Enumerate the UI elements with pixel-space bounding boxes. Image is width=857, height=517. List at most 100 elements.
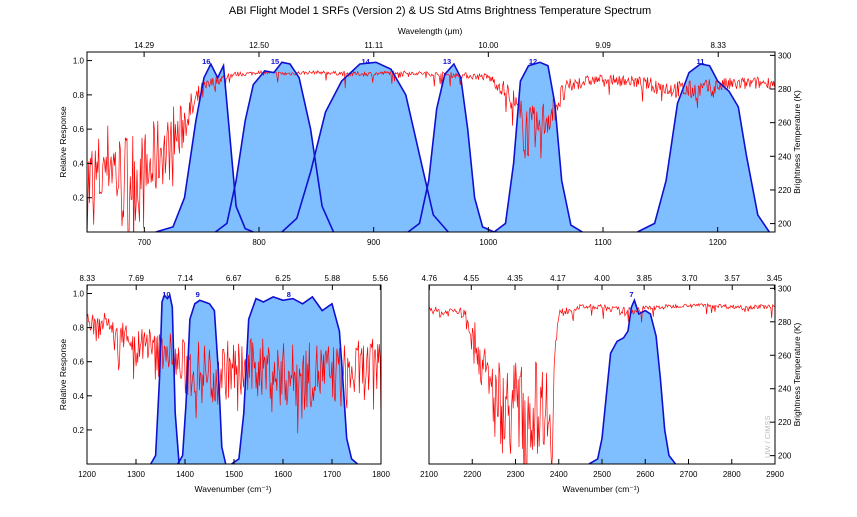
band-label-15: 15 bbox=[271, 57, 279, 66]
bottom-left-srf-panel: 10 9 8 1200 1300 1400 1500 1600 1700 1800 8.33 7.69… bbox=[58, 274, 390, 479]
top-tick-label: 7.14 bbox=[178, 274, 194, 283]
srf-line-band-14 bbox=[281, 61, 449, 232]
bottom-right-srf-panel: 7 2100 2200 2300 2400 2500 2600 2700 2800 2900 4.7… bbox=[420, 274, 802, 479]
band-label-14: 14 bbox=[361, 57, 370, 66]
brightness-temperature-spectrum bbox=[87, 312, 381, 434]
x-tick-label: 1600 bbox=[274, 470, 292, 479]
top-tick-label: 14.29 bbox=[134, 41, 155, 50]
plot-frame bbox=[86, 51, 776, 233]
top-tick-label: 4.76 bbox=[422, 274, 438, 283]
top-tick-label: 9.09 bbox=[595, 41, 611, 50]
top-tick-label: 4.00 bbox=[594, 274, 610, 283]
brightness-temperature-spectrum bbox=[87, 70, 775, 232]
top-tick-label: 4.55 bbox=[464, 274, 480, 283]
y-tick-label: 0.8 bbox=[73, 324, 85, 333]
y-tick-label: 0.2 bbox=[73, 426, 85, 435]
srf-line-band-9 bbox=[177, 299, 227, 464]
top-tick-label: 3.57 bbox=[724, 274, 740, 283]
y2-tick-label: 260 bbox=[778, 351, 792, 360]
top-tick-label: 3.85 bbox=[636, 274, 652, 283]
x-tick-label: 1800 bbox=[372, 470, 390, 479]
srf-fill-band-11 bbox=[637, 64, 770, 232]
x-tick-label: 900 bbox=[367, 238, 381, 247]
top-tick-label: 11.11 bbox=[364, 41, 383, 50]
top-tick-label: 3.45 bbox=[767, 274, 783, 283]
x-tick-label: 1400 bbox=[176, 470, 194, 479]
top-srf-panel: 16 15 14 13 12 11 700 800 900 1000 1100 1200 14.29 12… bbox=[58, 41, 802, 247]
top-tick-label: 3.70 bbox=[682, 274, 698, 283]
x-tick-label: 1200 bbox=[709, 238, 727, 247]
cimss-watermark: UW / CIMSS bbox=[763, 416, 772, 459]
srf-line-band-8 bbox=[231, 295, 359, 464]
srf-fill-band-16 bbox=[155, 64, 254, 232]
y-tick-label: 0.6 bbox=[73, 358, 85, 367]
y-axis-title: Relative Response bbox=[58, 339, 68, 411]
band-label-16: 16 bbox=[202, 57, 210, 66]
srf-line-band-16 bbox=[155, 62, 254, 232]
y2-tick-label: 280 bbox=[778, 318, 792, 327]
band-label-11: 11 bbox=[696, 57, 704, 66]
x-tick-label: 2400 bbox=[550, 470, 568, 479]
wavelength-axis-title: Wavelength (μm) bbox=[398, 26, 463, 36]
y-axis-title: Relative Response bbox=[58, 106, 68, 178]
band-label-12: 12 bbox=[529, 57, 537, 66]
top-tick-label: 12.50 bbox=[249, 41, 270, 50]
srf-fill-band-9 bbox=[177, 300, 226, 464]
y-tick-label: 1.0 bbox=[73, 290, 85, 299]
srf-line-band-11 bbox=[637, 63, 770, 232]
srf-line-band-12 bbox=[493, 61, 583, 232]
top-tick-label: 5.88 bbox=[325, 274, 341, 283]
x-tick-label: 2700 bbox=[680, 470, 698, 479]
y2-tick-label: 220 bbox=[778, 186, 792, 195]
brightness-temperature-spectrum bbox=[429, 302, 775, 464]
y2-tick-label: 300 bbox=[778, 51, 792, 60]
y2-tick-label: 240 bbox=[778, 385, 792, 394]
x-tick-label: 2500 bbox=[593, 470, 611, 479]
x-tick-label: 2900 bbox=[766, 470, 784, 479]
y2-tick-label: 260 bbox=[778, 119, 792, 128]
y2-tick-label: 240 bbox=[778, 152, 792, 161]
srf-fill-band-14 bbox=[281, 62, 449, 232]
top-tick-label: 4.35 bbox=[507, 274, 523, 283]
srf-fill-band-13 bbox=[408, 64, 495, 232]
top-tick-label: 6.67 bbox=[226, 274, 242, 283]
x-tick-label: 1300 bbox=[127, 470, 145, 479]
band-label-8: 8 bbox=[287, 290, 291, 299]
srf-fill-band-7 bbox=[589, 300, 676, 464]
srf-line-band-10 bbox=[150, 293, 180, 464]
band-label-9: 9 bbox=[196, 290, 200, 299]
x-tick-label: 2300 bbox=[507, 470, 525, 479]
x-tick-label: 2100 bbox=[420, 470, 438, 479]
y2-axis-title: Brightness Temperature (K) bbox=[792, 90, 802, 194]
top-tick-label: 8.33 bbox=[710, 41, 726, 50]
top-tick-label: 8.33 bbox=[79, 274, 95, 283]
y-tick-label: 0.8 bbox=[73, 91, 85, 100]
srf-fill-band-8 bbox=[231, 296, 358, 464]
top-tick-label: 6.25 bbox=[275, 274, 291, 283]
y-tick-label: 0.4 bbox=[73, 159, 85, 168]
top-tick-label: 4.17 bbox=[550, 274, 566, 283]
y-tick-label: 1.0 bbox=[73, 57, 85, 66]
y2-tick-label: 280 bbox=[778, 85, 792, 94]
y-tick-label: 0.6 bbox=[73, 125, 85, 134]
srf-line-band-13 bbox=[407, 62, 495, 232]
y2-tick-label: 220 bbox=[778, 418, 792, 427]
bottom-left-xaxis-title: Wavenumber (cm⁻¹) bbox=[195, 484, 272, 494]
top-tick-label: 7.69 bbox=[128, 274, 144, 283]
y2-tick-label: 200 bbox=[778, 220, 792, 229]
x-tick-label: 2200 bbox=[463, 470, 481, 479]
band-label-13: 13 bbox=[443, 57, 451, 66]
x-tick-label: 800 bbox=[252, 238, 266, 247]
bottom-right-xaxis-title: Wavenumber (cm⁻¹) bbox=[563, 484, 640, 494]
band-label-10: 10 bbox=[162, 290, 170, 299]
y-tick-label: 0.2 bbox=[73, 194, 85, 203]
y2-tick-label: 300 bbox=[778, 284, 792, 293]
top-tick-label: 10.00 bbox=[478, 41, 499, 50]
x-tick-label: 1000 bbox=[479, 238, 497, 247]
figure-title: ABI Flight Model 1 SRFs (Version 2) & US… bbox=[229, 5, 651, 17]
srf-fill-band-15 bbox=[215, 62, 334, 232]
x-tick-label: 2800 bbox=[723, 470, 741, 479]
srf-fill-band-12 bbox=[494, 62, 583, 232]
srf-line-band-15 bbox=[214, 61, 335, 232]
